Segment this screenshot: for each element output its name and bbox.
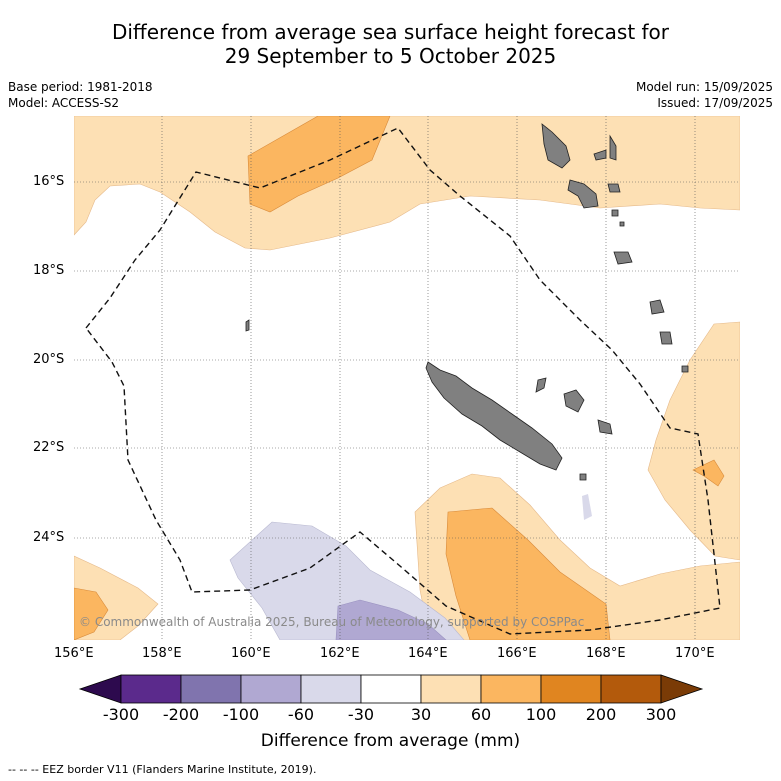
colorbar-extend-high bbox=[660, 674, 704, 704]
title-line-1: Difference from average sea surface heig… bbox=[111, 20, 670, 44]
vanuatu-erromango bbox=[613, 251, 633, 265]
vanuatu-espiritu-santo bbox=[541, 123, 571, 169]
copyright-notice: © Commonwealth of Australia 2025, Bureau… bbox=[79, 615, 585, 629]
chart-title: Difference from average sea surface heig… bbox=[0, 20, 781, 68]
colorbar-tick-30: 30 bbox=[410, 705, 432, 724]
colorbar-tick-100: 100 bbox=[525, 705, 557, 724]
colorbar-bin-7 bbox=[480, 674, 542, 704]
lon-label-158e: 158°E bbox=[142, 646, 182, 661]
meta-left: Base period: 1981-2018 Model: ACCESS-S2 bbox=[8, 79, 153, 111]
lat-label-22s: 22°S bbox=[33, 440, 65, 455]
colorbar bbox=[78, 674, 704, 704]
loyalty-island-1 bbox=[563, 389, 585, 413]
lon-label-156e: 156°E bbox=[54, 646, 94, 661]
vanuatu-aneityum bbox=[659, 331, 673, 345]
lon-label-160e: 160°E bbox=[231, 646, 271, 661]
small-island-1 bbox=[611, 209, 619, 217]
colorbar-bin-4 bbox=[300, 674, 362, 704]
base-period: Base period: 1981-2018 bbox=[8, 80, 153, 94]
lon-label-164e: 164°E bbox=[408, 646, 448, 661]
colorbar-bin-9 bbox=[600, 674, 662, 704]
lon-label-162e: 162°E bbox=[320, 646, 360, 661]
lat-label-16s: 16°S bbox=[33, 174, 65, 189]
lon-label-168e: 168°E bbox=[586, 646, 626, 661]
loyalty-island-3 bbox=[535, 377, 547, 393]
new-caledonia-island bbox=[425, 361, 563, 471]
anomaly-region-60-100-east bbox=[692, 459, 725, 487]
small-island-3 bbox=[681, 365, 689, 373]
chesterfield-island bbox=[245, 319, 250, 332]
anomaly-region-neg-30-60 bbox=[229, 521, 465, 640]
lon-label-170e: 170°E bbox=[675, 646, 715, 661]
colorbar-tick-neg100: -100 bbox=[222, 705, 260, 724]
anomaly-region-30-60-east bbox=[647, 321, 740, 561]
colorbar-tick-60: 60 bbox=[470, 705, 492, 724]
loyalty-island-2 bbox=[597, 419, 613, 435]
gridlines bbox=[74, 116, 740, 640]
meta-right: Model run: 15/09/2025 Issued: 17/09/2025 bbox=[636, 79, 773, 111]
lat-label-18s: 18°S bbox=[33, 263, 65, 278]
colorbar-bin-2 bbox=[180, 674, 242, 704]
anomaly-region-60-100-southwest bbox=[74, 587, 109, 640]
colorbar-tick-neg30: -30 bbox=[347, 705, 375, 724]
vanuatu-island-a bbox=[593, 149, 607, 161]
colorbar-tick-neg60: -60 bbox=[287, 705, 315, 724]
model-run: Model run: 15/09/2025 bbox=[635, 80, 773, 94]
colorbar-tick-neg200: -200 bbox=[162, 705, 200, 724]
vanuatu-island-b bbox=[609, 134, 617, 161]
title-line-2: 29 September to 5 October 2025 bbox=[224, 44, 557, 68]
colorbar-bin-8 bbox=[540, 674, 602, 704]
issued-date: Issued: 17/09/2025 bbox=[657, 96, 773, 110]
landmasses bbox=[245, 123, 689, 481]
vanuatu-malekula bbox=[567, 179, 599, 209]
model-name: Model: ACCESS-S2 bbox=[8, 96, 120, 110]
eez-border bbox=[85, 127, 721, 635]
eez-legend-note: -- -- -- EEZ border V11 (Flanders Marine… bbox=[8, 763, 317, 776]
lat-label-20s: 20°S bbox=[33, 352, 65, 367]
colorbar-bin-5 bbox=[360, 674, 422, 704]
lon-label-166e: 166°E bbox=[497, 646, 537, 661]
lat-label-24s: 24°S bbox=[33, 530, 65, 545]
colorbar-bin-3 bbox=[240, 674, 302, 704]
colorbar-extend-low bbox=[78, 674, 122, 704]
colorbar-bin-1 bbox=[120, 674, 182, 704]
anomaly-region-30-60-north bbox=[74, 116, 740, 251]
colorbar-bin-6 bbox=[420, 674, 482, 704]
colorbar-tick-200: 200 bbox=[585, 705, 617, 724]
small-island-2 bbox=[619, 221, 625, 227]
anomaly-region-60-100-south bbox=[445, 507, 611, 640]
vanuatu-tanna bbox=[649, 299, 665, 315]
colorbar-tick-neg300: -300 bbox=[102, 705, 140, 724]
colorbar-tick-300: 300 bbox=[645, 705, 677, 724]
anomaly-region-neg-small bbox=[582, 494, 592, 520]
vanuatu-efate bbox=[607, 183, 621, 193]
colorbar-title: Difference from average (mm) bbox=[260, 731, 521, 751]
isle-of-pines bbox=[579, 473, 587, 481]
